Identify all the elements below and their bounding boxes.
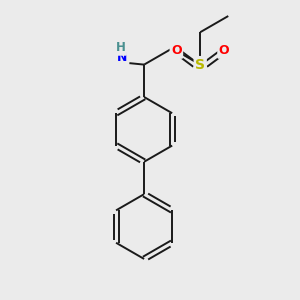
Text: O: O — [219, 44, 230, 57]
Text: N: N — [117, 51, 127, 64]
Text: O: O — [171, 44, 182, 57]
Text: H: H — [116, 41, 125, 54]
Text: S: S — [195, 58, 205, 72]
